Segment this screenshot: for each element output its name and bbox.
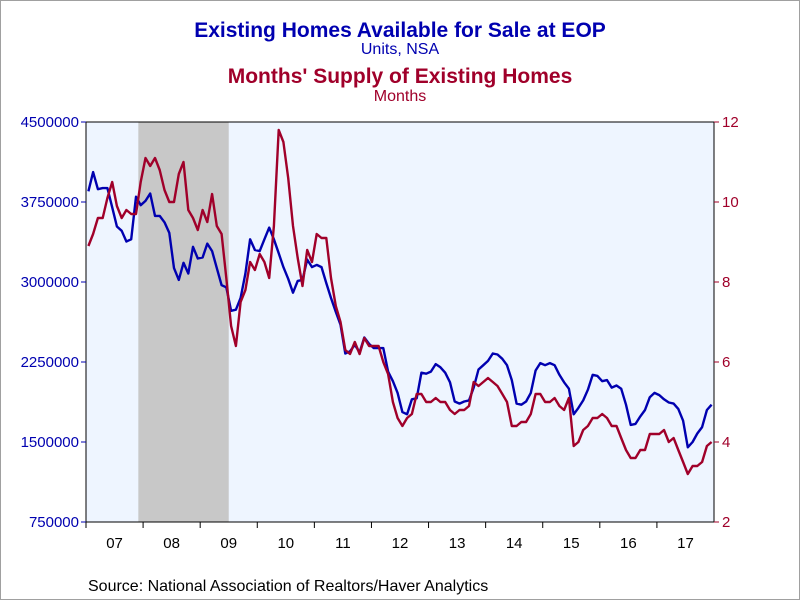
x-tick-label: 15	[563, 535, 580, 552]
recession-band	[138, 122, 229, 522]
x-tick-label: 08	[163, 535, 180, 552]
x-tick-label: 16	[620, 535, 637, 552]
y-right-tick-label: 2	[722, 514, 730, 531]
x-tick-label: 09	[220, 535, 237, 552]
chart-subtitle-units: Units, NSA	[360, 41, 440, 58]
x-tick-label: 17	[677, 535, 694, 552]
y-left-tick-label: 2250000	[21, 354, 79, 371]
y-left-tick-label: 1500000	[21, 434, 79, 451]
y-left-tick-label: 4500000	[21, 114, 79, 131]
x-tick-label: 10	[277, 535, 294, 552]
y-right-tick-label: 8	[722, 274, 730, 291]
x-tick-label: 13	[449, 535, 466, 552]
series-line-inventory	[87, 170, 713, 449]
y-left-tick-label: 3000000	[21, 274, 79, 291]
source-note: Source: National Association of Realtors…	[88, 578, 489, 595]
x-tick-label: 11	[335, 535, 351, 552]
y-right-tick-label: 12	[722, 114, 739, 131]
x-tick-label: 14	[506, 535, 523, 552]
chart-title-inventory: Existing Homes Available for Sale at EOP	[194, 19, 606, 42]
chart-subtitle-months: Months	[373, 88, 427, 105]
chart-title-months-supply: Months' Supply of Existing Homes	[227, 65, 573, 88]
y-right-tick-label: 10	[722, 194, 739, 211]
plot-border	[85, 121, 715, 523]
series-line-months-supply	[87, 128, 713, 476]
y-left-tick-label: 750000	[29, 514, 79, 531]
y-left-tick-label: 3750000	[21, 194, 79, 211]
x-tick-label: 07	[106, 535, 123, 552]
y-right-tick-label: 4	[722, 434, 730, 451]
x-tick-label: 12	[392, 535, 409, 552]
y-right-tick-label: 6	[722, 354, 730, 371]
